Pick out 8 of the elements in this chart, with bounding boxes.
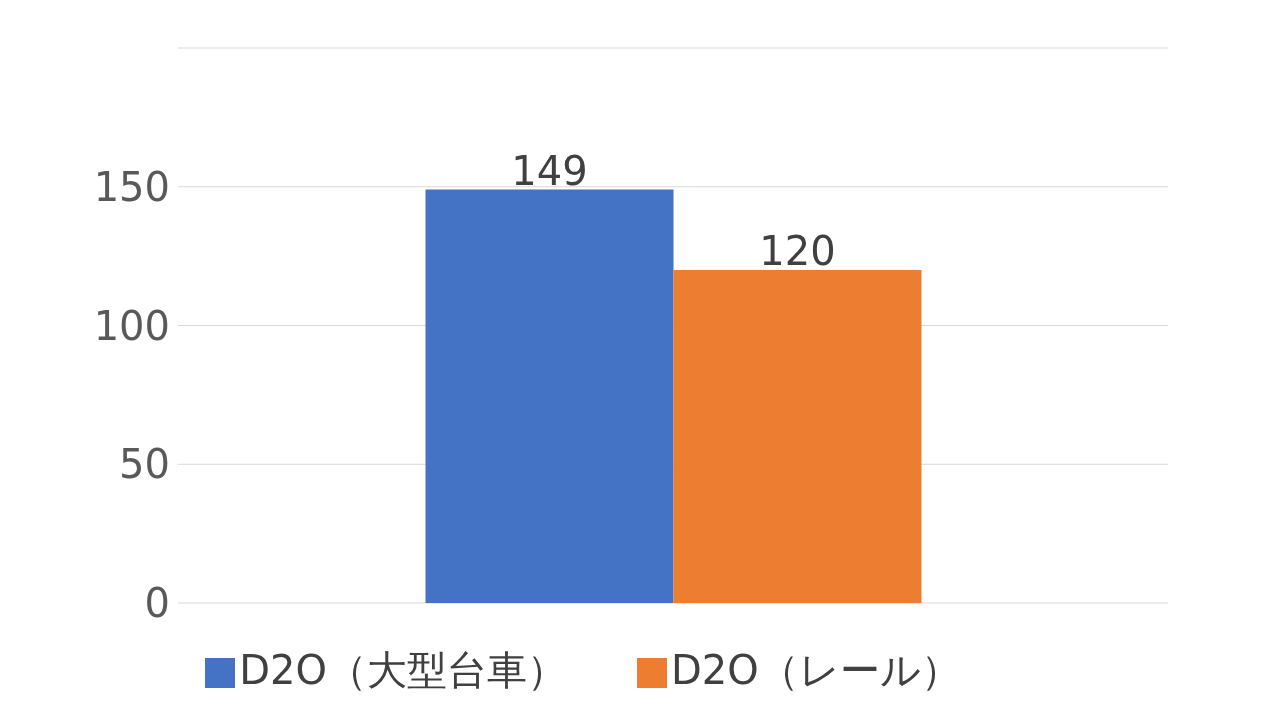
y-tick-label: 0 — [144, 580, 170, 627]
y-tick-label: 150 — [93, 163, 170, 210]
data-label: 149 — [511, 147, 588, 194]
legend-label: D2O（大型台車） — [239, 647, 567, 693]
y-tick-label: 100 — [93, 302, 170, 349]
y-tick-label: 50 — [119, 441, 170, 488]
legend-label: D2O（レール） — [671, 647, 961, 693]
data-label: 120 — [759, 228, 836, 274]
